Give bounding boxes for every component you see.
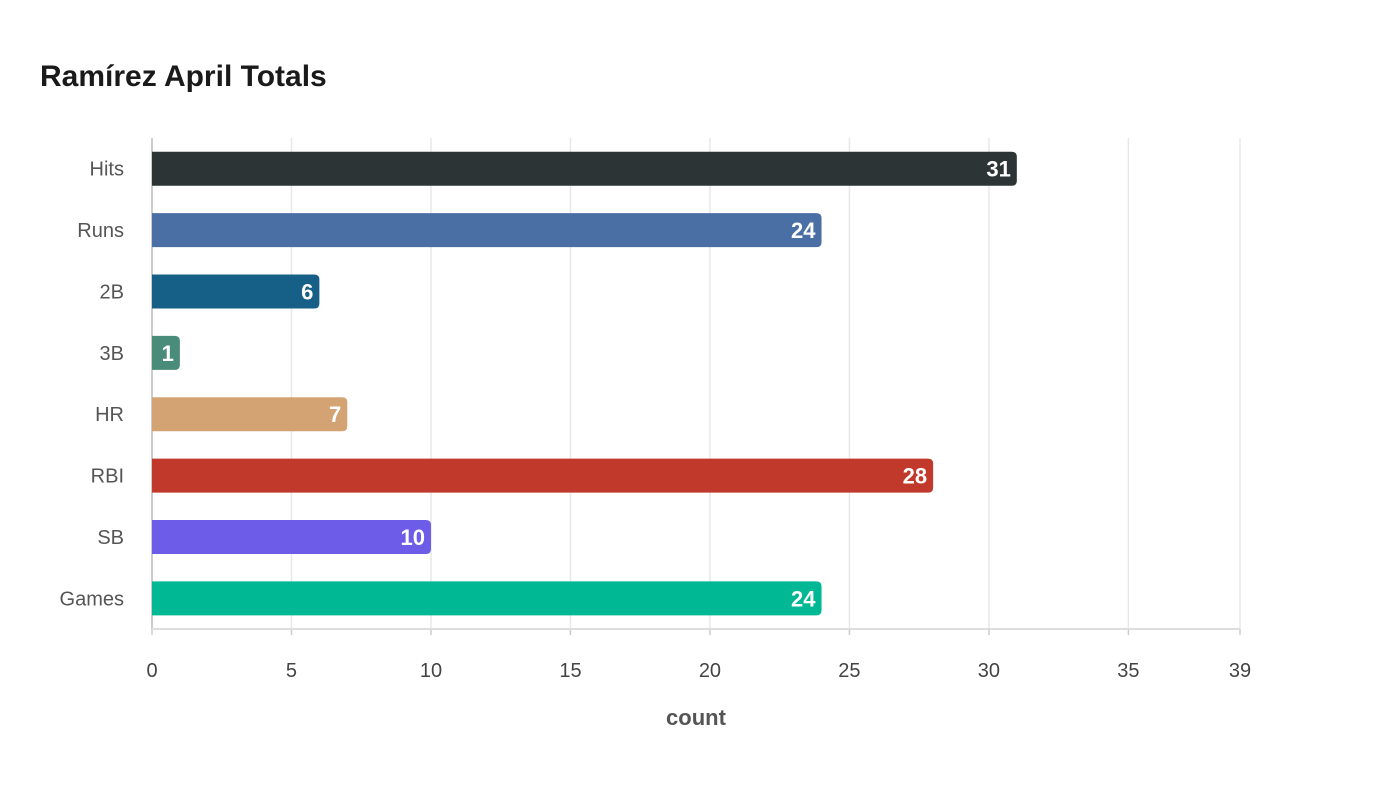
bar-games[interactable] (152, 581, 822, 616)
axes (151, 138, 1241, 635)
category-label: 2B (100, 281, 124, 303)
x-tick-label: 20 (699, 660, 721, 682)
value-label: 24 (791, 586, 816, 611)
x-axis-title: count (666, 705, 727, 730)
x-tick-label: 0 (146, 660, 157, 682)
bar-sb[interactable] (152, 519, 431, 554)
bar-runs[interactable] (152, 213, 822, 248)
chart-title: Ramírez April Totals (40, 60, 327, 93)
value-label: 31 (986, 157, 1010, 182)
x-tick-label: 10 (420, 660, 442, 682)
bar-hr[interactable] (152, 397, 348, 432)
category-label: SB (97, 527, 124, 549)
category-label: Hits (90, 159, 124, 181)
x-tick-label: 25 (838, 660, 860, 682)
category-label: Runs (77, 220, 124, 242)
category-label: HR (95, 404, 124, 426)
x-tick-label: 5 (286, 660, 297, 682)
category-label: Games (60, 588, 124, 610)
value-label: 7 (329, 402, 341, 427)
x-tick-labels: 0 5 10 15 20 25 30 35 39 (146, 660, 1251, 682)
x-tick-label: 35 (1117, 660, 1139, 682)
bar-hits[interactable] (152, 151, 1017, 186)
bar-rbi[interactable] (152, 458, 934, 493)
category-labels: Hits Runs 2B 3B HR RBI SB Games (60, 159, 124, 611)
x-tick-label: 39 (1229, 660, 1251, 682)
category-label: 3B (100, 343, 124, 365)
x-tick-label: 30 (978, 660, 1000, 682)
bar-2b[interactable] (152, 274, 320, 309)
grid-lines (290, 138, 1241, 629)
x-tick-label: 15 (559, 660, 581, 682)
value-label: 6 (301, 279, 313, 304)
category-label: RBI (91, 466, 124, 488)
bar-3b[interactable] (152, 335, 180, 370)
value-label: 28 (903, 464, 927, 489)
value-label: 10 (400, 525, 424, 550)
value-label: 1 (162, 341, 174, 366)
value-label: 24 (791, 218, 816, 243)
